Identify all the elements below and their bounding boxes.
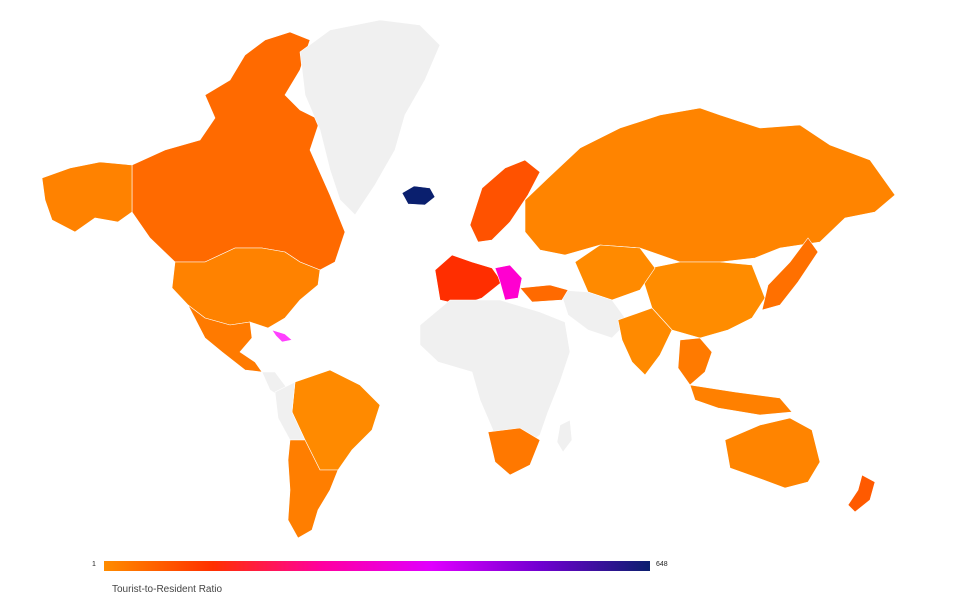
region-caribbean bbox=[271, 329, 293, 343]
region-russia bbox=[524, 107, 896, 263]
legend-max-label: 648 bbox=[656, 561, 668, 568]
region-alaska bbox=[41, 161, 133, 233]
region-south-africa bbox=[487, 427, 541, 476]
region-western-europe bbox=[434, 254, 503, 306]
region-madagascar bbox=[556, 419, 573, 453]
region-india bbox=[617, 307, 673, 376]
region-scandinavia bbox=[469, 159, 541, 243]
country-regions bbox=[41, 19, 896, 539]
region-greenland bbox=[299, 19, 441, 216]
world-choropleth-map bbox=[41, 19, 896, 539]
legend-title: Tourist-to-Resident Ratio bbox=[112, 584, 223, 595]
region-greece-balkans bbox=[494, 264, 523, 301]
region-japan bbox=[761, 237, 819, 311]
legend-min-label: 1 bbox=[92, 561, 96, 568]
region-iceland bbox=[401, 185, 436, 206]
region-indonesia bbox=[689, 384, 793, 416]
region-mexico bbox=[187, 304, 263, 373]
region-southeast-asia bbox=[677, 337, 713, 386]
color-legend: 1 648 Tourist-to-Resident Ratio bbox=[88, 558, 688, 598]
region-turkey bbox=[519, 284, 569, 303]
region-new-zealand bbox=[847, 474, 876, 513]
region-australia bbox=[724, 417, 821, 489]
region-africa bbox=[419, 299, 571, 451]
legend-gradient-bar bbox=[104, 561, 650, 571]
region-argentina bbox=[287, 439, 339, 539]
